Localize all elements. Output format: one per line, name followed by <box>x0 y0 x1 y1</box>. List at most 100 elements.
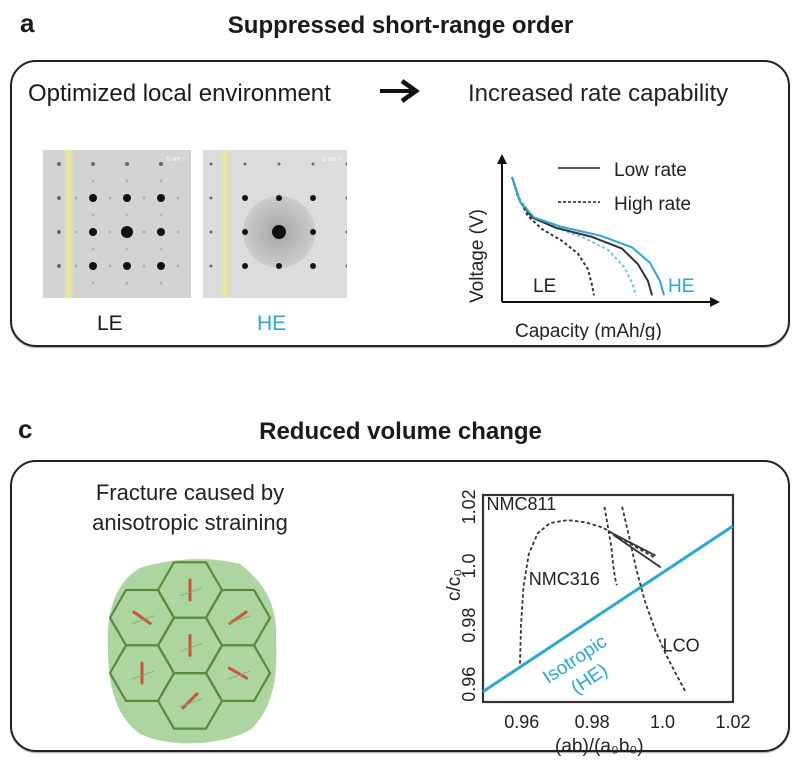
superlattice-spot <box>125 179 129 183</box>
superlattice-spot <box>74 230 78 234</box>
superlattice-spot <box>91 213 95 217</box>
diffraction-spot <box>310 195 316 201</box>
series-line-nmc811-trend <box>612 534 662 569</box>
y-axis-arrowhead <box>497 154 507 164</box>
superlattice-spot <box>159 213 163 217</box>
diffraction-spot <box>123 262 131 270</box>
diffuse-halo <box>243 196 315 268</box>
superlattice-spot <box>176 196 180 200</box>
plot-frame <box>481 493 735 704</box>
diffraction-spot <box>272 225 286 239</box>
x-tick-label: 0.98 <box>575 712 610 732</box>
superlattice-spot <box>142 196 146 200</box>
panel-c-title: Reduced volume change <box>259 418 542 445</box>
superlattice-spot <box>125 213 129 217</box>
x-tick-label: 0.96 <box>504 712 539 732</box>
crack-streak <box>131 615 155 625</box>
panel-c-letter: c <box>18 414 33 444</box>
superlattice-spot <box>159 247 163 251</box>
annotation-lco: LCO <box>663 636 700 656</box>
superlattice-spot <box>74 196 78 200</box>
diffraction-spot <box>57 264 61 268</box>
x-tick-label: 1.0 <box>650 712 675 732</box>
series-line-he-low-rate <box>511 176 665 296</box>
superlattice-spot <box>91 247 95 251</box>
crack-streak <box>227 670 251 680</box>
superlattice-spot <box>108 196 112 200</box>
superlattice-spot <box>74 264 78 268</box>
diffraction-spot <box>345 196 347 200</box>
diffraction-spot <box>209 264 213 268</box>
isotropic-label: Isotropic (HE) <box>539 631 611 699</box>
superlattice-spot <box>159 281 163 285</box>
series-line-isotropic-he <box>482 524 734 693</box>
diffraction-spot <box>157 262 165 270</box>
crack-streak <box>179 587 203 597</box>
superlattice-spot <box>91 281 95 285</box>
illustration-caption-line1: Fracture caused by <box>95 480 285 505</box>
image-label-le: LE <box>97 312 123 335</box>
diffraction-spot <box>277 162 281 166</box>
superlattice-spot <box>142 264 146 268</box>
series-line-nmc316 <box>603 506 618 586</box>
annotation-nmc811: NMC811 <box>487 494 557 514</box>
lattice-strain-chart: 0.96 0.98 1.0 1.02 0.96 0.98 1.0 1.02 NMC811 NMC… <box>444 489 751 757</box>
superlattice-spot <box>108 230 112 234</box>
series-line-lco <box>621 506 687 693</box>
diffraction-spot <box>209 230 213 234</box>
scale-bar-label: 5 nm⁻¹ <box>166 157 185 163</box>
saed-pattern-he: 5 nm⁻¹ <box>203 150 347 298</box>
crack-streak <box>179 642 203 653</box>
left-caption: Optimized local environment <box>28 80 331 107</box>
diffraction-spot <box>57 230 61 234</box>
diffraction-spot <box>242 263 248 269</box>
superlattice-spot <box>176 230 180 234</box>
diffraction-spot <box>310 229 316 235</box>
diffraction-spot <box>209 196 213 200</box>
panel-a-title: Suppressed short-range order <box>227 12 574 39</box>
superlattice-spot <box>125 247 129 251</box>
diffraction-spot <box>311 162 315 166</box>
y-tick-label: 1.0 <box>459 553 479 578</box>
diffraction-spot <box>157 194 165 202</box>
annotation-he: HE <box>668 276 694 297</box>
diffraction-spot <box>345 162 347 166</box>
right-arrow-icon <box>378 76 422 113</box>
x-axis-label: (ab)/(a₀b₀) <box>555 736 644 757</box>
x-axis-label: Capacity (mAh/g) <box>515 321 662 340</box>
crack-streak <box>131 670 155 680</box>
legend-label-high-rate: High rate <box>614 194 691 215</box>
diffraction-spot <box>89 228 97 236</box>
strain-arrow <box>132 610 152 625</box>
diffraction-spot <box>57 196 61 200</box>
diffraction-spot <box>125 162 129 166</box>
x-axis-arrowhead <box>710 297 720 307</box>
strain-arrow <box>227 666 249 680</box>
legend-label-low-rate: Low rate <box>614 160 687 181</box>
y-axis-label: c/c₀ <box>444 569 465 601</box>
superlattice-spot <box>176 264 180 268</box>
saed-pattern-le: 5 nm⁻¹ <box>43 150 191 298</box>
diffraction-spot <box>243 162 247 166</box>
x-tick-label: 1.02 <box>715 712 750 732</box>
y-tick-label: 0.96 <box>459 667 479 702</box>
y-tick-label: 1.02 <box>459 489 479 524</box>
diffraction-spot <box>159 162 163 166</box>
superlattice-spot <box>125 281 129 285</box>
grain-hexagon <box>108 644 176 702</box>
diffraction-spot <box>89 262 97 270</box>
y-tick-label: 0.98 <box>459 608 479 643</box>
panel-c-frame <box>10 460 790 752</box>
illustration-caption-line2: anisotropic straining <box>92 510 288 535</box>
diffraction-spot <box>209 162 213 166</box>
grain-hexagon <box>204 644 272 702</box>
polycrystal-hexagon-grains-icon <box>107 559 277 744</box>
diffraction-spot <box>91 162 95 166</box>
series-line-nmc811 <box>519 519 655 664</box>
diffraction-spot <box>89 194 97 202</box>
diffraction-spot <box>123 194 131 202</box>
right-caption: Increased rate capability <box>468 80 729 107</box>
superlattice-spot <box>108 264 112 268</box>
crack-streak <box>227 615 251 625</box>
diffraction-spot <box>276 195 282 201</box>
